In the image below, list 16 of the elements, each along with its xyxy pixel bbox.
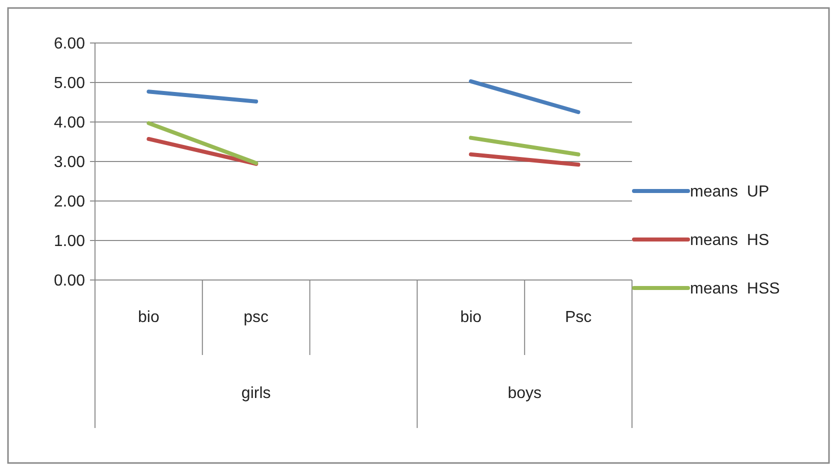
x-tick-label: bio [460, 309, 482, 326]
y-tick-label: 4.00 [54, 114, 86, 132]
y-tick-label: 2.00 [54, 194, 86, 211]
legend-label: means HS [690, 232, 770, 250]
y-tick-label: 5.00 [54, 75, 86, 92]
y-tick-label: 0.00 [54, 272, 86, 290]
legend-label: means HSS [690, 280, 780, 298]
x-tick-label: psc [244, 309, 269, 326]
text: boys [508, 385, 542, 402]
x-tick-label: Psc [564, 309, 592, 326]
y-tick-label: 6.00 [54, 36, 86, 53]
text: girls [241, 385, 271, 402]
y-tick-label: 3.00 [54, 154, 86, 172]
legend-label: means UP [690, 184, 770, 201]
x-tick-label: bio [138, 309, 160, 326]
y-tick-label: 1.00 [54, 233, 86, 250]
